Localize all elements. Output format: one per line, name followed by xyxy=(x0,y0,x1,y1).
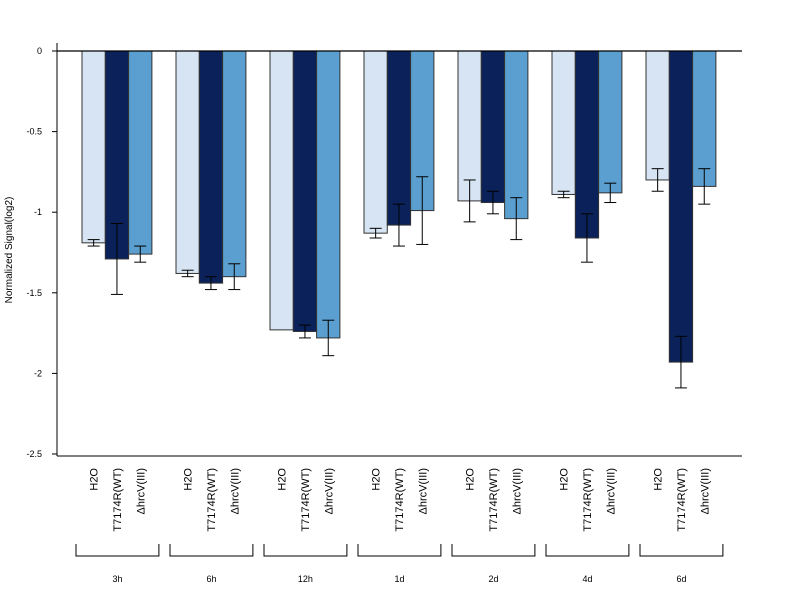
x-tick-label: H2O xyxy=(183,468,195,491)
bar-12h-1 xyxy=(292,50,318,332)
bar-6d-0 xyxy=(645,50,670,181)
x-tick-label: T7174R(WT) xyxy=(206,468,218,532)
bar-1d-1 xyxy=(386,50,412,226)
bar-6h-2 xyxy=(222,50,247,278)
bar-2d-1 xyxy=(480,50,506,204)
x-tick-label: T7174R(WT) xyxy=(582,468,594,532)
error-bar-3h-1 xyxy=(110,222,123,295)
y-tick-label: -2.5 xyxy=(26,449,42,459)
error-bar-12h-1 xyxy=(298,324,311,339)
bar-6h-1 xyxy=(198,50,224,284)
group-bracket-path xyxy=(451,544,536,557)
x-tick-label: T7174R(WT) xyxy=(300,468,312,532)
group-bracket xyxy=(75,544,160,557)
bar-1d-0 xyxy=(363,50,388,234)
bar-6h-0 xyxy=(175,50,200,274)
x-tick-label: H2O xyxy=(371,468,383,491)
bar-2d-0 xyxy=(457,50,482,202)
group-bracket xyxy=(545,544,630,557)
group-bracket-path xyxy=(357,544,442,557)
group-bracket xyxy=(357,544,442,557)
error-bar-1d-2 xyxy=(416,176,429,245)
y-tick-label: -1.5 xyxy=(26,288,42,298)
x-tick-label: T7174R(WT) xyxy=(394,468,406,532)
error-bar-12h-2 xyxy=(322,319,335,357)
error-bar-6h-0 xyxy=(181,269,194,278)
bar-3h-0 xyxy=(81,50,106,244)
group-bracket-path xyxy=(263,544,348,557)
group-bracket-path xyxy=(75,544,160,557)
bar-12h-2 xyxy=(316,50,341,339)
group-label: 6d xyxy=(676,574,686,584)
group-bracket xyxy=(639,544,724,557)
group-label: 3h xyxy=(112,574,122,584)
category-labels-layer: H2O T7174R(WT) ΔhrcV(III) 3h H2O T7174R(WT) Δh… xyxy=(75,468,724,584)
group-label: 12h xyxy=(298,574,313,584)
group-label: 6h xyxy=(206,574,216,584)
error-bar-6d-1 xyxy=(674,335,687,389)
group-bracket-path xyxy=(545,544,630,557)
x-tick-label: H2O xyxy=(89,468,101,491)
bar-2d-2 xyxy=(504,50,529,220)
bar-4d-1 xyxy=(574,50,600,239)
x-tick-label: ΔhrcV(III) xyxy=(511,468,523,514)
x-tick-label: ΔhrcV(III) xyxy=(605,468,617,514)
x-tick-label: ΔhrcV(III) xyxy=(229,468,241,514)
y-axis-label: Normalized Signal(log2) xyxy=(4,197,15,304)
error-bar-6h-2 xyxy=(228,263,241,291)
error-bar-2d-2 xyxy=(510,197,523,241)
bar-6d-2 xyxy=(692,50,717,187)
y-tick-label: -0.5 xyxy=(26,127,42,137)
y-tick-label: -2 xyxy=(34,368,42,378)
x-tick-label: ΔhrcV(III) xyxy=(417,468,429,514)
error-bar-6d-0 xyxy=(651,168,664,192)
bars-layer xyxy=(81,50,717,363)
group-bracket-path xyxy=(169,544,254,557)
y-tick-label: 0 xyxy=(37,46,42,56)
error-bar-6d-2 xyxy=(698,168,711,205)
error-bar-2d-1 xyxy=(486,190,499,215)
error-bars-layer xyxy=(87,168,711,389)
x-tick-label: T7174R(WT) xyxy=(676,468,688,532)
x-tick-label: H2O xyxy=(559,468,571,491)
group-label: 2d xyxy=(488,574,498,584)
error-bar-4d-0 xyxy=(557,190,570,199)
group-bracket xyxy=(263,544,348,557)
x-tick-label: ΔhrcV(III) xyxy=(135,468,147,514)
group-label: 4d xyxy=(582,574,592,584)
x-tick-label: H2O xyxy=(653,468,665,491)
bar-6d-1 xyxy=(668,50,694,363)
x-tick-label: ΔhrcV(III) xyxy=(323,468,335,514)
error-bar-1d-0 xyxy=(369,227,382,239)
x-tick-label: T7174R(WT) xyxy=(112,468,124,532)
error-bar-3h-0 xyxy=(87,239,100,247)
bar-4d-2 xyxy=(598,50,623,194)
y-tick-label: -1 xyxy=(34,207,42,217)
error-bar-1d-1 xyxy=(392,203,405,247)
x-tick-label: T7174R(WT) xyxy=(488,468,500,532)
x-tick-label: H2O xyxy=(277,468,289,491)
error-bar-4d-1 xyxy=(580,213,593,263)
bar-4d-0 xyxy=(551,50,576,195)
group-bracket-path xyxy=(639,544,724,557)
x-tick-label: ΔhrcV(III) xyxy=(699,468,711,514)
error-bar-2d-0 xyxy=(463,179,476,223)
error-bar-3h-2 xyxy=(134,245,147,263)
bar-3h-2 xyxy=(128,50,153,255)
bar-12h-0 xyxy=(269,50,294,331)
group-bracket xyxy=(169,544,254,557)
axes-layer: 0 -0.5 -1 -1.5 -2 -2.5 xyxy=(26,43,742,459)
error-bar-6h-1 xyxy=(204,276,217,291)
group-label: 1d xyxy=(394,574,404,584)
group-bracket xyxy=(451,544,536,557)
error-bar-4d-2 xyxy=(604,182,617,204)
x-tick-label: H2O xyxy=(465,468,477,491)
